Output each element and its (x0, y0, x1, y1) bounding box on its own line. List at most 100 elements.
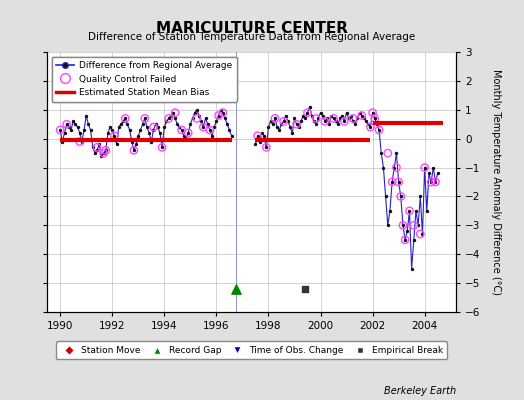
Point (147, 138, 156, 145)
Point (340, 118, 348, 124)
Point (58, 138, 67, 145)
Point (104, 130, 112, 136)
Point (399, 222, 407, 228)
Point (67, 127, 75, 133)
Point (401, 236, 409, 243)
Point (232, 286, 240, 292)
Point (290, 115, 299, 122)
Point (347, 112, 355, 119)
Point (201, 115, 210, 122)
Point (292, 121, 301, 128)
Point (332, 118, 340, 124)
Point (368, 110, 377, 116)
Point (303, 110, 312, 116)
Point (212, 118, 221, 124)
Point (206, 127, 214, 133)
Point (182, 136, 190, 142)
Point (301, 115, 310, 122)
Point (130, 147, 138, 154)
Point (199, 124, 208, 130)
Point (62, 121, 71, 128)
Point (277, 121, 286, 128)
Point (281, 112, 290, 119)
Point (100, 150, 108, 156)
Point (149, 127, 158, 133)
Point (193, 115, 201, 122)
Point (381, 193, 390, 200)
Point (154, 124, 162, 130)
Point (420, 164, 429, 171)
Point (132, 141, 140, 148)
Point (102, 147, 110, 154)
Point (342, 110, 351, 116)
Point (321, 118, 329, 124)
Point (366, 124, 375, 130)
Point (203, 121, 212, 128)
Point (221, 115, 229, 122)
Point (169, 110, 177, 116)
Text: Berkeley Earth: Berkeley Earth (384, 386, 456, 396)
Point (344, 115, 353, 122)
Point (271, 115, 279, 122)
Point (310, 118, 318, 124)
Point (397, 193, 405, 200)
Point (260, 132, 268, 139)
Point (433, 170, 442, 176)
Point (299, 112, 308, 119)
Point (219, 110, 227, 116)
Point (80, 127, 88, 133)
Point (416, 231, 424, 237)
Point (188, 115, 196, 122)
Point (180, 132, 188, 139)
Point (171, 115, 179, 122)
Point (191, 110, 199, 116)
Point (89, 144, 97, 150)
Point (69, 118, 78, 124)
Point (384, 222, 392, 228)
Point (158, 144, 166, 150)
Point (390, 164, 398, 171)
Point (349, 118, 357, 124)
Point (56, 127, 64, 133)
Point (408, 266, 416, 272)
Point (327, 112, 335, 119)
Point (403, 228, 411, 234)
Point (401, 236, 409, 243)
Point (275, 127, 283, 133)
Point (256, 138, 264, 145)
Point (355, 110, 364, 116)
Point (113, 141, 121, 148)
Point (167, 112, 175, 119)
Point (375, 127, 383, 133)
Point (292, 121, 301, 128)
Point (127, 138, 136, 145)
Title: MARICULTURE CENTER: MARICULTURE CENTER (156, 20, 347, 36)
Point (370, 115, 379, 122)
Point (102, 147, 110, 154)
Point (294, 124, 303, 130)
Point (319, 112, 327, 119)
Point (251, 141, 259, 148)
Point (156, 130, 164, 136)
Point (110, 132, 118, 139)
Point (138, 121, 147, 128)
Point (431, 179, 440, 185)
Point (60, 130, 69, 136)
Point (115, 124, 123, 130)
Point (321, 118, 329, 124)
Point (75, 130, 84, 136)
Point (373, 121, 381, 128)
Point (414, 222, 422, 228)
Point (73, 124, 82, 130)
Point (108, 127, 116, 133)
Point (362, 118, 370, 124)
Point (119, 118, 127, 124)
Point (254, 132, 262, 139)
Point (392, 164, 401, 171)
Point (134, 132, 143, 139)
Point (425, 170, 433, 176)
Point (227, 132, 236, 139)
Point (210, 124, 219, 130)
Point (423, 208, 431, 214)
Point (312, 115, 320, 122)
